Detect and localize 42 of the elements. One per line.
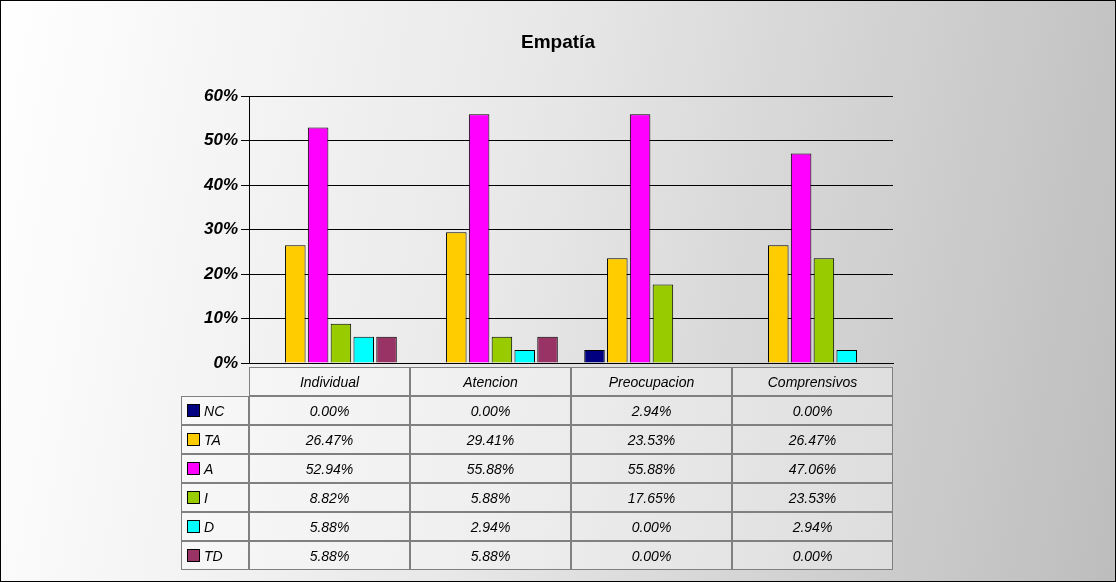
data-label: 55.88% bbox=[410, 454, 571, 483]
data-label: 52.94% bbox=[249, 454, 410, 483]
data-label: 0.00% bbox=[410, 396, 571, 425]
x-tick-label: Comprensivos bbox=[732, 367, 893, 396]
data-label: 26.47% bbox=[249, 425, 410, 454]
data-label: 2.94% bbox=[410, 512, 571, 541]
chart-title: Empatía bbox=[520, 31, 596, 53]
y-tick-label: 50% bbox=[203, 130, 239, 150]
legend-label: NC bbox=[204, 402, 225, 419]
data-label: 0.00% bbox=[571, 512, 732, 541]
legend-label: TA bbox=[204, 431, 221, 448]
data-label: 0.00% bbox=[571, 541, 732, 570]
data-label: 0.00% bbox=[732, 396, 893, 425]
x-tick-label: Individual bbox=[249, 367, 410, 396]
data-label: 23.53% bbox=[732, 483, 893, 512]
y-tick-label: 40% bbox=[202, 174, 239, 194]
data-label: 8.82% bbox=[249, 483, 410, 512]
data-label: 26.47% bbox=[732, 425, 893, 454]
data-label: 5.88% bbox=[249, 541, 410, 570]
data-label: 0.00% bbox=[249, 396, 410, 425]
data-label: 17.65% bbox=[571, 483, 732, 512]
data-label: 5.88% bbox=[410, 483, 571, 512]
x-tick-label: Preocupacion bbox=[571, 367, 732, 396]
legend-label: A bbox=[204, 460, 214, 477]
data-label: 5.88% bbox=[410, 541, 571, 570]
data-label: 0.00% bbox=[732, 541, 893, 570]
data-label: 2.94% bbox=[732, 512, 893, 541]
data-label: 23.53% bbox=[571, 425, 732, 454]
x-tick-label: Atencion bbox=[410, 367, 571, 396]
data-label: 2.94% bbox=[571, 396, 732, 425]
y-tick-label: 60% bbox=[203, 85, 239, 105]
y-tick-label: 30% bbox=[203, 219, 239, 239]
legend-label: I bbox=[204, 489, 208, 506]
data-label: 5.88% bbox=[249, 512, 410, 541]
data-label: 29.41% bbox=[410, 425, 571, 454]
legend-label: D bbox=[204, 518, 215, 535]
legend-label: TD bbox=[204, 547, 223, 564]
y-tick-label: 20% bbox=[202, 263, 239, 283]
y-tick-label: 10% bbox=[203, 308, 239, 328]
data-label: 55.88% bbox=[571, 454, 732, 483]
data-label: 47.06% bbox=[732, 454, 893, 483]
y-tick-label: 0% bbox=[213, 352, 239, 372]
